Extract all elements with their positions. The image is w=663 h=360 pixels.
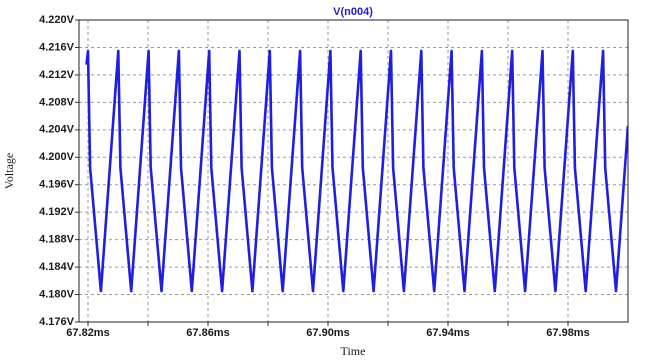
y-tick-label: 4.192V <box>39 206 75 218</box>
y-tick-label: 4.176V <box>39 316 75 328</box>
x-tick-label: 67.82ms <box>66 327 109 339</box>
line-series <box>85 49 628 293</box>
y-tick-label: 4.212V <box>39 69 75 81</box>
y-tick-label: 4.184V <box>39 261 75 273</box>
y-tick-label: 4.188V <box>39 234 75 246</box>
x-tick-label: 67.94ms <box>426 327 469 339</box>
chart-title: V(n004) <box>333 6 373 18</box>
y-axis-label: Voltage <box>2 153 16 189</box>
y-tick-label: 4.180V <box>39 288 75 300</box>
y-tick-label: 4.200V <box>39 151 75 163</box>
x-tick-label: 67.90ms <box>306 327 349 339</box>
x-axis-label: Time <box>341 344 366 358</box>
x-tick-label: 67.98ms <box>546 327 589 339</box>
y-tick-label: 4.196V <box>39 179 75 191</box>
y-tick-label: 4.220V <box>39 14 75 26</box>
y-tick-label: 4.216V <box>39 41 75 53</box>
x-tick-label: 67.86ms <box>186 327 229 339</box>
y-tick-label: 4.204V <box>39 124 75 136</box>
y-tick-label: 4.208V <box>39 96 75 108</box>
plot-frame <box>78 19 629 323</box>
